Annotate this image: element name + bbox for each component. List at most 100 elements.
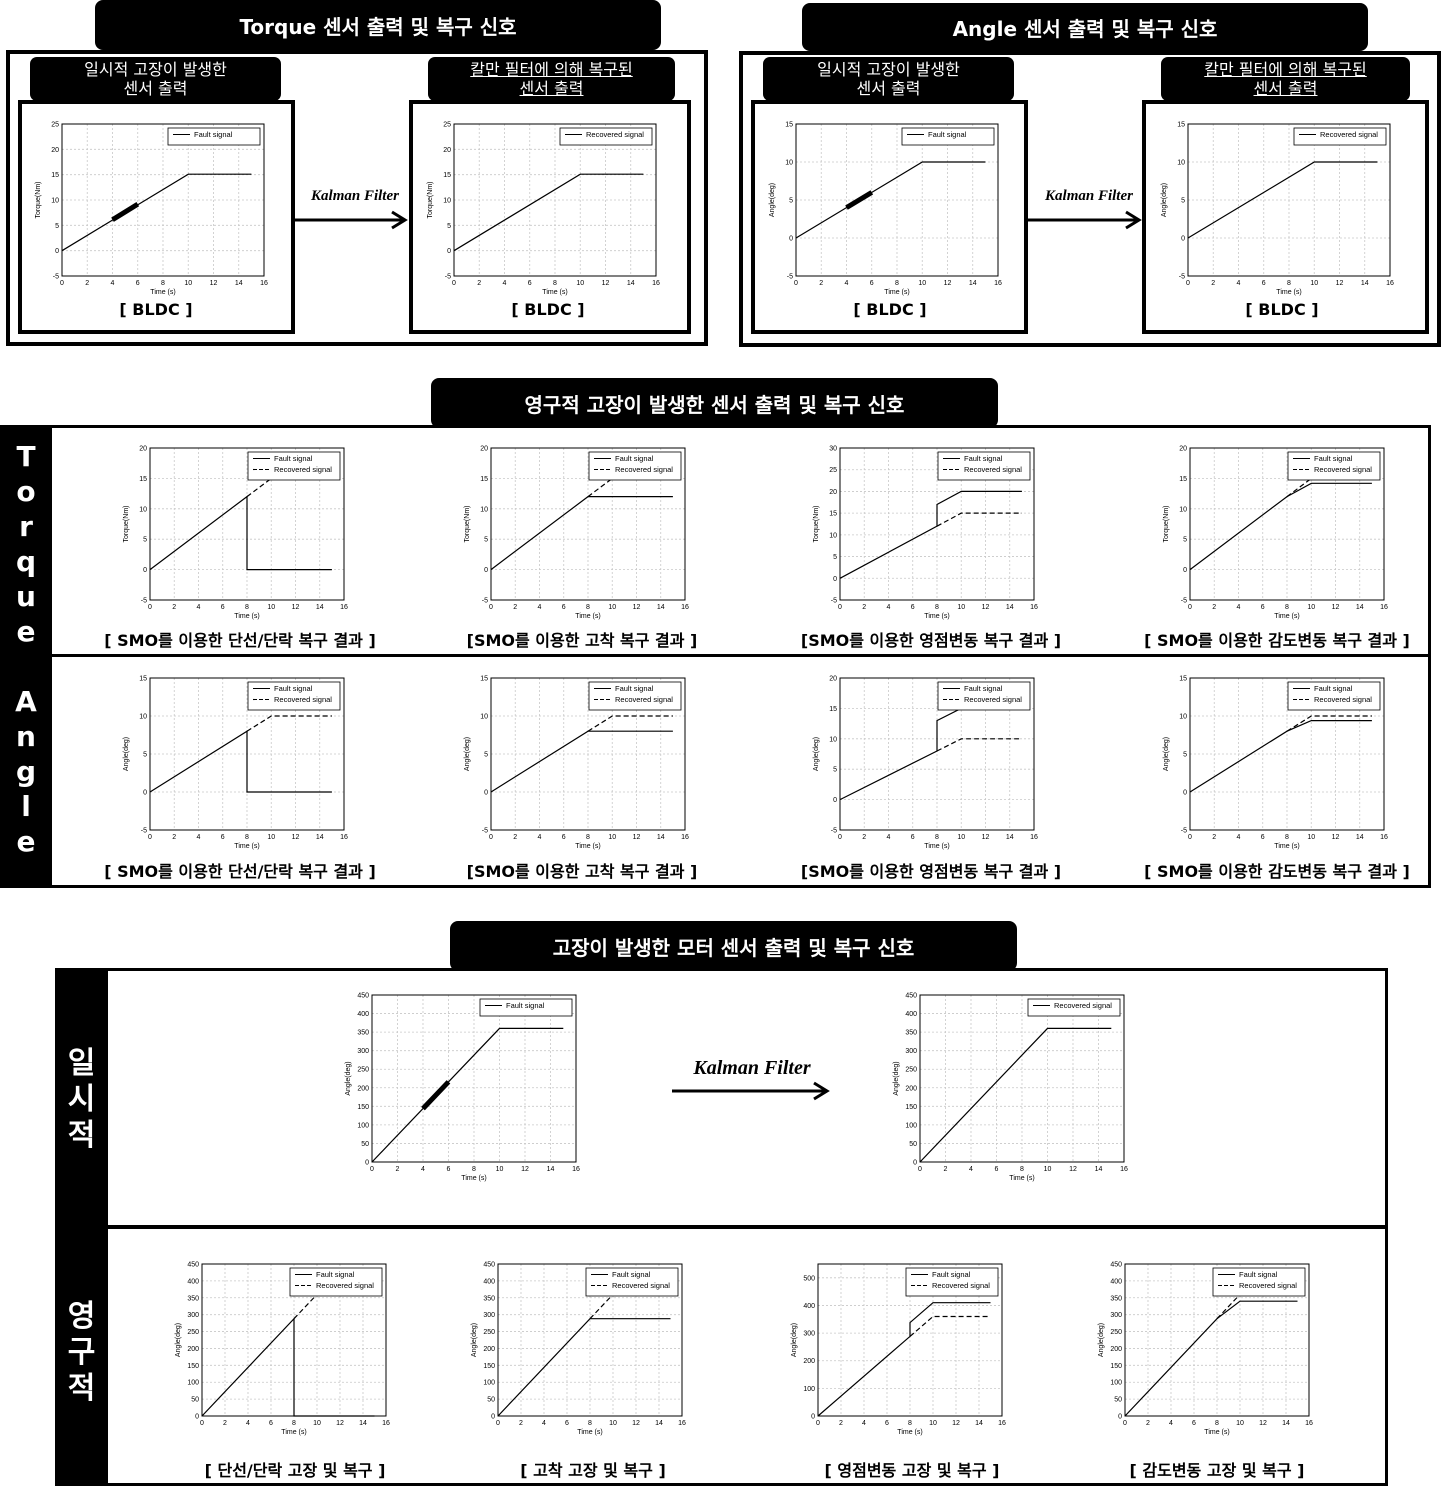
series-line xyxy=(1286,477,1372,498)
y-axis-label: Torque(Nm) xyxy=(427,182,434,219)
x-tick-label: 6 xyxy=(1261,834,1265,841)
y-tick-label: 20 xyxy=(443,147,451,154)
x-tick-label: 12 xyxy=(632,1420,640,1427)
y-tick-label: 5 xyxy=(484,752,488,759)
side-letter: e xyxy=(16,615,36,648)
y-tick-label: 100 xyxy=(483,1380,495,1387)
x-tick-label: 8 xyxy=(1285,604,1289,611)
angle-fault-caption: [ BLDC ] xyxy=(853,300,927,319)
y-tick-label: 10 xyxy=(480,506,488,513)
x-tick-label: 10 xyxy=(267,834,275,841)
x-tick-label: 0 xyxy=(816,1420,820,1427)
x-axis-label: Time (s) xyxy=(575,613,600,620)
legend-entry: Fault signal xyxy=(615,454,654,463)
x-tick-label: 4 xyxy=(1169,1420,1173,1427)
y-tick-label: 350 xyxy=(483,1295,495,1302)
y-tick-label: 25 xyxy=(829,467,837,474)
torque-kalman-label: Kalman Filter xyxy=(311,188,399,204)
x-tick-label: 10 xyxy=(184,280,192,287)
y-tick-label: 10 xyxy=(829,736,837,743)
x-axis-label: Time (s) xyxy=(461,1175,486,1182)
x-tick-label: 14 xyxy=(316,604,324,611)
y-tick-label: 200 xyxy=(187,1346,199,1353)
x-tick-label: 4 xyxy=(538,604,542,611)
legend-entry: Recovered signal xyxy=(1320,130,1378,139)
y-tick-label: 300 xyxy=(1110,1312,1122,1319)
y-tick-label: 150 xyxy=(483,1363,495,1370)
y-tick-label: -5 xyxy=(1181,828,1187,835)
plot-frame xyxy=(490,447,686,601)
x-tick-label: 0 xyxy=(148,834,152,841)
x-tick-label: 6 xyxy=(221,834,225,841)
x-tick-label: 12 xyxy=(982,834,990,841)
legend-entry: Recovered signal xyxy=(615,465,673,474)
y-tick-label: -5 xyxy=(831,828,837,835)
x-tick-label: 8 xyxy=(292,1420,296,1427)
x-tick-label: 4 xyxy=(542,1420,546,1427)
x-tick-label: 12 xyxy=(1069,1166,1077,1173)
x-tick-label: 0 xyxy=(496,1420,500,1427)
x-tick-label: 16 xyxy=(1120,1166,1128,1173)
legend-box xyxy=(588,681,682,711)
y-tick-label: 5 xyxy=(447,223,451,230)
legend-box xyxy=(1293,127,1387,146)
x-tick-label: 0 xyxy=(1186,280,1190,287)
x-tick-label: 8 xyxy=(1285,834,1289,841)
side-letter: 시 xyxy=(67,1082,96,1117)
series-line xyxy=(909,1315,991,1337)
x-tick-label: 16 xyxy=(994,280,1002,287)
x-tick-label: 8 xyxy=(935,604,939,611)
side-letter: g xyxy=(15,755,37,788)
plot-frame xyxy=(1187,123,1391,277)
x-tick-label: 4 xyxy=(503,280,507,287)
motor-caption-offset: [ 영점변동 고장 및 복구 ] xyxy=(824,1461,1000,1480)
legend-entry: Recovered signal xyxy=(1314,465,1372,474)
y-tick-label: -5 xyxy=(445,274,451,281)
x-tick-label: 14 xyxy=(359,1420,367,1427)
x-tick-label: 6 xyxy=(447,1166,451,1173)
x-tick-label: 0 xyxy=(838,604,842,611)
x-tick-label: 10 xyxy=(918,280,926,287)
side-letter: 구 xyxy=(67,1335,96,1370)
torque-recovered-caption: [ BLDC ] xyxy=(511,300,585,319)
x-tick-label: 14 xyxy=(1095,1166,1103,1173)
y-axis-label: Torque(Nm) xyxy=(813,506,820,543)
y-tick-label: 300 xyxy=(803,1331,815,1338)
x-tick-label: 12 xyxy=(633,604,641,611)
x-tick-label: 10 xyxy=(608,604,616,611)
x-tick-label: 2 xyxy=(1212,604,1216,611)
y-tick-label: 10 xyxy=(139,714,147,721)
y-tick-label: 20 xyxy=(829,676,837,683)
plot-frame xyxy=(1124,1263,1310,1417)
legend-entry: Recovered signal xyxy=(615,695,673,704)
x-tick-label: 6 xyxy=(885,1420,889,1427)
y-tick-label: 20 xyxy=(139,446,147,453)
y-tick-label: 250 xyxy=(187,1329,199,1336)
y-tick-label: 0 xyxy=(833,576,837,583)
legend-box xyxy=(1287,681,1381,711)
fault-label-line2: 센서 출력 xyxy=(123,79,188,98)
y-tick-label: 10 xyxy=(785,160,793,167)
y-tick-label: 25 xyxy=(443,122,451,129)
y-axis-label: Angle(deg) xyxy=(769,183,776,217)
y-tick-label: 5 xyxy=(833,767,837,774)
x-tick-label: 2 xyxy=(477,280,481,287)
y-tick-label: 0 xyxy=(195,1414,199,1421)
x-tick-label: 4 xyxy=(845,280,849,287)
x-tick-label: 16 xyxy=(681,834,689,841)
y-tick-label: 400 xyxy=(357,1011,369,1018)
x-axis-label: Time (s) xyxy=(884,289,909,296)
x-tick-label: 0 xyxy=(1188,834,1192,841)
y-tick-label: 100 xyxy=(187,1380,199,1387)
y-tick-label: -5 xyxy=(482,828,488,835)
x-tick-label: 2 xyxy=(862,604,866,611)
legend-entry: Fault signal xyxy=(615,684,654,693)
legend-box xyxy=(901,127,995,146)
y-tick-label: -5 xyxy=(831,598,837,605)
x-tick-label: 12 xyxy=(1259,1420,1267,1427)
